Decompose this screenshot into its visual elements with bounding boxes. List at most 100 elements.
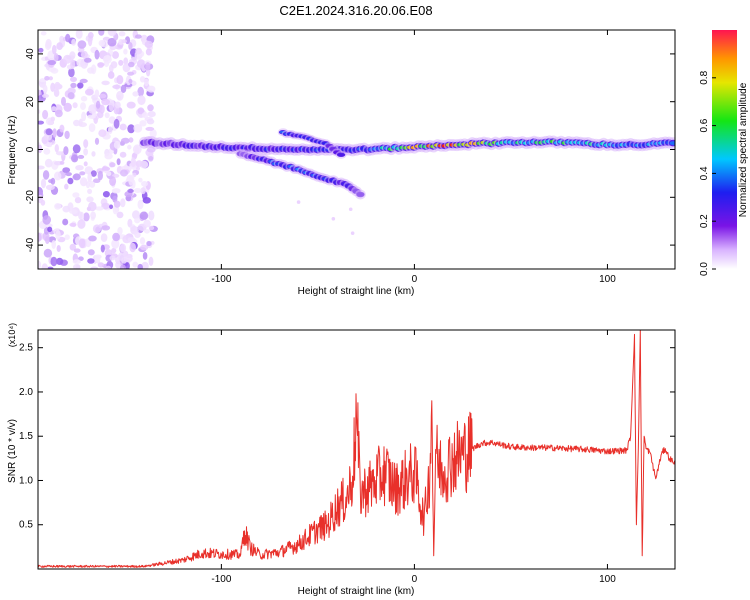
- spectrogram-noise-blob: [88, 201, 97, 212]
- spectrogram-noise-blob: [73, 248, 81, 253]
- spectrogram-noise-blob: [118, 31, 126, 37]
- spectrogram-noise-blob: [56, 42, 63, 50]
- spectrogram-noise-blob: [99, 104, 105, 114]
- x-tick-label: 100: [599, 274, 616, 285]
- spectrogram-noise-blob: [38, 232, 42, 242]
- spectrogram-noise-blob: [87, 188, 93, 194]
- spectrogram-noise-blob: [93, 178, 101, 183]
- spectrogram-noise-blob: [77, 219, 86, 229]
- spectrogram-noise-blob: [348, 207, 353, 212]
- spectrogram-band-peak: [669, 141, 675, 145]
- spectrogram-noise-blob: [101, 98, 110, 106]
- spectrogram-noise-blob: [119, 243, 127, 253]
- x-tick-label: 0: [412, 574, 418, 585]
- spectrogram-noise-blob: [64, 130, 70, 140]
- x-tick-label: 100: [599, 574, 616, 585]
- spectrogram-noise-blob: [38, 260, 42, 269]
- spectrogram-noise-blob: [95, 206, 104, 211]
- spectrogram-noise-blob: [80, 102, 86, 110]
- colorbar-tick-label: 0.2: [699, 214, 710, 228]
- y-tick-label: 2.5: [19, 343, 33, 354]
- y-tick-label: 20: [25, 96, 36, 108]
- spectrogram-noise-blob: [38, 165, 45, 170]
- spectrogram-noise-blob: [108, 116, 116, 124]
- spectrogram-noise-blob: [59, 35, 65, 43]
- snr-y-ticks: 0.5 1.0 1.5 2.0 2.5: [19, 343, 675, 531]
- spectrogram-noise-blob: [99, 93, 107, 99]
- spectrogram-noise-blob: [74, 196, 82, 204]
- spectrogram-noise-blob: [52, 44, 57, 55]
- spectrogram-noise-blob: [94, 89, 100, 98]
- spectrogram-noise-blob: [145, 126, 155, 131]
- spectrogram-noise-blob: [94, 254, 102, 259]
- spectrogram-noise-blob: [84, 57, 92, 63]
- spectrogram-noise-blob: [52, 128, 57, 138]
- spectrogram-noise-blob: [91, 151, 96, 157]
- spectrogram-noise-blob: [116, 90, 124, 101]
- spectrogram-noise-blob: [127, 144, 132, 150]
- spectrogram-noise-blob: [138, 177, 143, 183]
- spectrogram-noise-blob: [44, 76, 50, 81]
- spectrogram-noise-blob: [72, 192, 80, 198]
- spectrogram-noise-blob: [86, 196, 94, 203]
- spectrogram-noise-blob: [71, 38, 76, 46]
- spectrogram-noise-blob: [130, 157, 136, 168]
- spectrogram-noise-blob: [101, 225, 111, 231]
- colorbar-tick-label: 0.6: [699, 118, 710, 132]
- spectrogram-noise-blob: [118, 59, 124, 66]
- spectrogram-noise-blob: [136, 59, 146, 69]
- spectrogram-noise-blob: [47, 60, 57, 66]
- spectrogram-noise-blob: [100, 233, 108, 243]
- y-tick-label: 2.0: [19, 387, 33, 398]
- spectrogram-noise-blob: [54, 171, 62, 181]
- spectrogram-noise-blob: [50, 116, 55, 122]
- spectrogram-noise-blob: [80, 50, 88, 59]
- spectrogram-noise-blob: [107, 30, 117, 37]
- colorbar-label: Normalized spectral amplitude: [738, 82, 749, 217]
- spectrogram-noise-blob: [104, 153, 113, 160]
- spectrogram-noise-blob: [70, 82, 77, 88]
- spectrogram-noise-blob: [83, 212, 90, 222]
- spectrogram-noise-blob: [89, 180, 96, 188]
- spectrogram-noise-blob: [103, 55, 112, 64]
- spectrogram-noise-blob: [42, 170, 50, 180]
- spectrogram-noise-blob: [45, 236, 50, 244]
- spectrogram-noise-blob: [72, 173, 81, 181]
- spectrogram-noise-blob: [47, 67, 57, 72]
- spectrogram-noise-blob: [94, 137, 100, 145]
- spectrogram-noise-blob: [98, 39, 106, 47]
- spectrogram-noise-blob: [87, 249, 95, 256]
- spectrogram-noise-blob: [75, 165, 84, 171]
- spectrogram-noise-blob: [116, 75, 124, 85]
- spectrogram-noise-blob: [77, 40, 87, 49]
- spectrogram-noise-blob: [144, 78, 149, 87]
- colorbar-gradient: [712, 30, 737, 269]
- spectrogram-noise-blob: [350, 231, 355, 235]
- spectrogram-noise-blob: [97, 170, 104, 181]
- spectrogram-noise-blob: [90, 266, 99, 269]
- spectrogram-noise-blob: [147, 111, 156, 118]
- spectrogram-noise-blob: [137, 263, 143, 269]
- spectrogram-noise-blob: [55, 257, 64, 265]
- spectrogram-noise-blob: [69, 222, 77, 227]
- spectrogram-noise-blob: [44, 158, 53, 168]
- spectrogram-noise-blob: [108, 126, 113, 135]
- spectrogram-noise-blob: [148, 210, 155, 221]
- spectrogram-noise-blob: [50, 177, 56, 185]
- spectrogram-noise-blob: [73, 119, 81, 127]
- spectrogram-noise-blob: [135, 47, 142, 55]
- spectrogram-noise-blob: [64, 234, 70, 240]
- spectrogram-noise-blob: [87, 258, 95, 264]
- spectrogram-noise-blob: [132, 210, 140, 220]
- spectrogram-noise-blob: [79, 177, 88, 187]
- spectrogram-noise-blob: [55, 151, 65, 156]
- spectrogram-noise-blob: [135, 160, 143, 168]
- spectrogram-noise-blob: [72, 259, 82, 265]
- x-tick-label: 0: [412, 274, 418, 285]
- spectrogram-noise-blob: [143, 219, 151, 228]
- spectrogram-noise-blob: [109, 255, 116, 261]
- spectrogram-noise-blob: [109, 162, 116, 168]
- snr-x-axis-label: Height of straight line (km): [298, 586, 415, 597]
- spectrogram-noise-blob: [146, 240, 152, 247]
- spectrogram-noise-blob: [68, 67, 75, 78]
